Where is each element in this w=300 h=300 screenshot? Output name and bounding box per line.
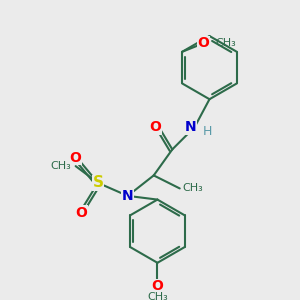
Text: S: S xyxy=(92,176,104,190)
Text: N: N xyxy=(122,189,134,203)
Text: O: O xyxy=(198,36,210,50)
Text: N: N xyxy=(184,120,196,134)
Text: O: O xyxy=(152,279,164,293)
Text: CH₃: CH₃ xyxy=(147,292,168,300)
Text: O: O xyxy=(69,151,81,165)
Text: H: H xyxy=(203,125,212,138)
Text: CH₃: CH₃ xyxy=(50,161,71,171)
Text: O: O xyxy=(75,206,87,220)
Text: CH₃: CH₃ xyxy=(183,183,203,194)
Text: CH₃: CH₃ xyxy=(216,38,236,48)
Text: O: O xyxy=(150,120,161,134)
